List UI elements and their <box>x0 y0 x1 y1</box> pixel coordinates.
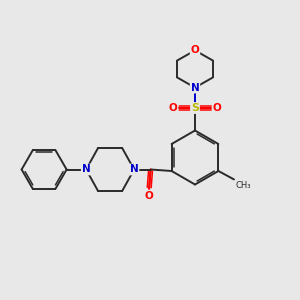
Text: N: N <box>190 82 200 93</box>
Text: O: O <box>169 103 178 113</box>
Text: S: S <box>191 103 199 113</box>
Text: CH₃: CH₃ <box>236 181 251 190</box>
Text: O: O <box>144 190 153 201</box>
Text: O: O <box>212 103 221 113</box>
Text: N: N <box>130 164 139 175</box>
Text: N: N <box>82 164 91 175</box>
Text: O: O <box>190 45 200 56</box>
